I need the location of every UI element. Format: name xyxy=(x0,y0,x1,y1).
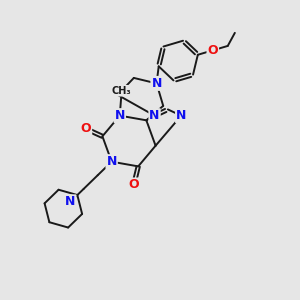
Text: CH₃: CH₃ xyxy=(112,86,131,96)
Text: O: O xyxy=(128,178,139,191)
Text: N: N xyxy=(65,195,76,208)
Text: N: N xyxy=(106,155,117,168)
Text: N: N xyxy=(176,109,186,122)
Text: N: N xyxy=(115,109,125,122)
Text: N: N xyxy=(152,77,162,90)
Text: N: N xyxy=(149,109,160,122)
Text: O: O xyxy=(81,122,91,135)
Text: O: O xyxy=(208,44,218,57)
